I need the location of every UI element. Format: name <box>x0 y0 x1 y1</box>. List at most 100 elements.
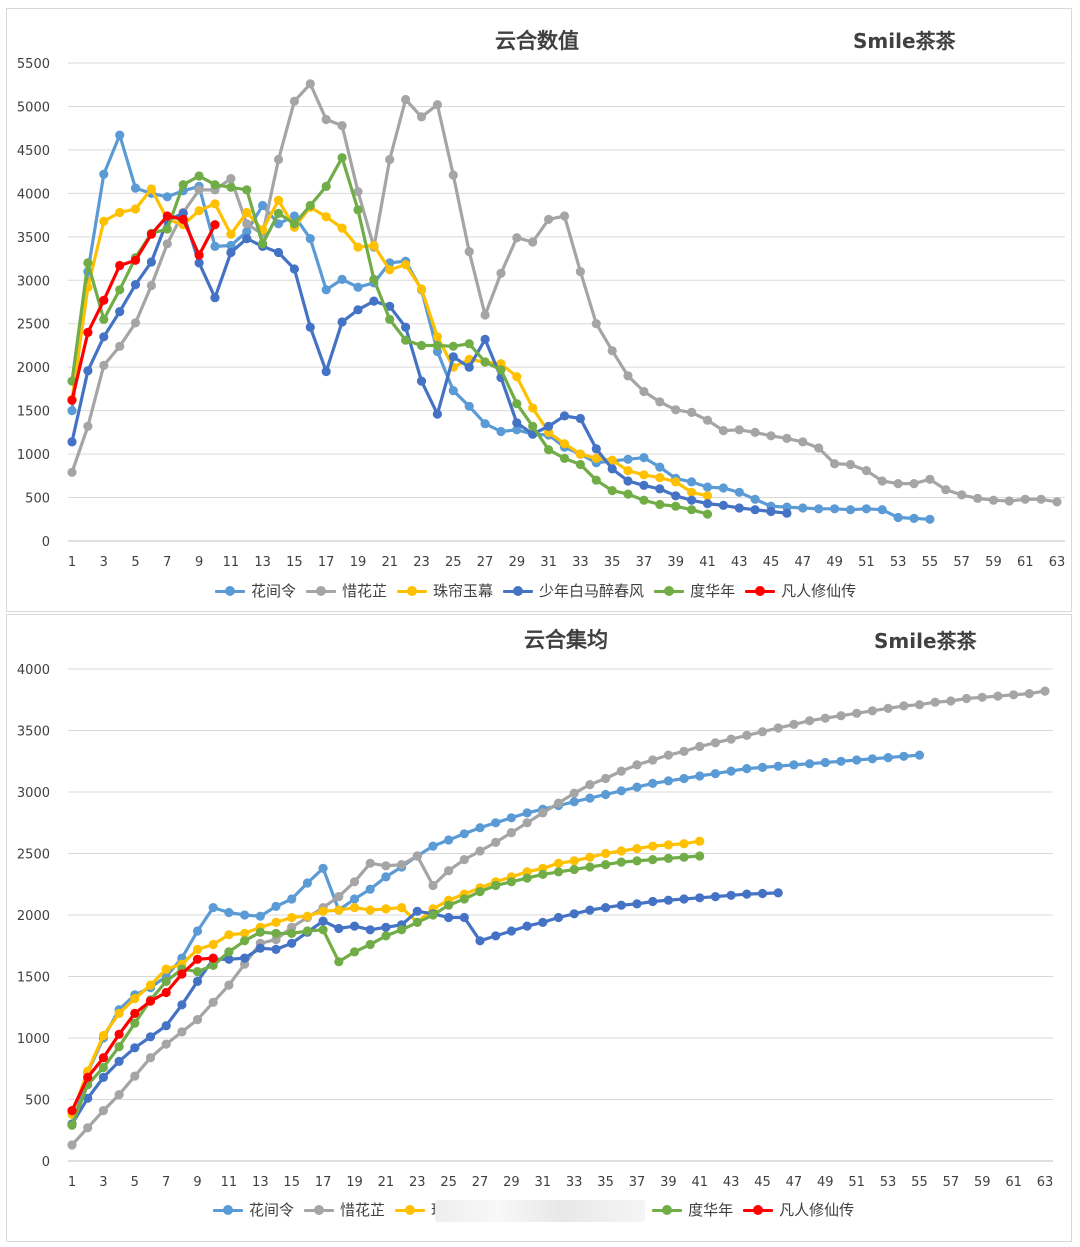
data-point <box>83 421 93 431</box>
data-point <box>845 505 856 515</box>
data-point <box>145 980 156 990</box>
x-tick-label: 31 <box>540 555 557 570</box>
data-point <box>432 100 442 110</box>
data-point <box>671 491 681 501</box>
data-point <box>522 808 532 818</box>
data-point <box>655 499 665 510</box>
data-point <box>877 476 887 486</box>
data-point <box>99 314 109 324</box>
data-point <box>750 494 760 504</box>
series-珠帘玉幕 <box>67 184 713 501</box>
series-line <box>70 187 710 498</box>
x-tick-label: 63 <box>1037 1175 1054 1190</box>
data-point <box>512 372 522 382</box>
data-point <box>321 181 331 191</box>
data-point <box>899 751 909 761</box>
data-point <box>695 893 705 903</box>
data-point <box>412 906 422 916</box>
legend-item: 凡人修仙传 <box>745 580 856 601</box>
legend-item: 惜花芷 <box>306 580 387 601</box>
data-point <box>145 1053 156 1063</box>
legend-swatch-icon <box>213 1203 243 1217</box>
data-point <box>750 505 760 515</box>
data-point <box>852 755 862 765</box>
data-point <box>718 483 729 493</box>
x-tick-label: 1 <box>68 555 76 570</box>
data-point <box>506 828 516 838</box>
data-point <box>742 889 752 899</box>
data-point <box>273 195 284 205</box>
data-point <box>271 928 281 938</box>
data-point <box>475 887 485 897</box>
x-tick-label: 35 <box>604 555 621 570</box>
data-point <box>750 427 760 437</box>
data-point <box>671 405 681 415</box>
data-point <box>416 112 427 122</box>
legend-label: 凡人修仙传 <box>781 582 857 600</box>
data-point <box>914 750 925 760</box>
data-point <box>663 750 674 760</box>
chart-author: Smile茶茶 <box>874 629 977 653</box>
data-point <box>146 280 156 291</box>
x-tick-label: 3 <box>99 1175 107 1190</box>
data-point <box>773 723 783 733</box>
x-tick-label: 19 <box>350 555 367 570</box>
data-point <box>1024 689 1034 699</box>
data-point <box>226 174 236 184</box>
legend-swatch-icon <box>652 1203 683 1217</box>
data-point <box>365 858 375 868</box>
data-point <box>616 786 626 796</box>
data-point <box>381 922 391 932</box>
data-point <box>381 931 391 941</box>
data-point <box>289 211 299 221</box>
data-point <box>480 357 490 367</box>
data-point <box>836 756 846 766</box>
data-point <box>318 925 328 935</box>
data-point <box>506 926 516 936</box>
series-少年白马醉春风 <box>67 208 792 518</box>
series-少年白马醉春风 <box>67 888 783 1129</box>
x-tick-label: 11 <box>221 1175 238 1190</box>
data-point <box>464 247 474 257</box>
data-point <box>616 900 626 910</box>
data-point <box>334 892 344 902</box>
x-tick-label: 49 <box>817 1175 834 1190</box>
data-point <box>512 418 522 428</box>
data-point <box>67 1140 77 1150</box>
data-point <box>798 503 808 513</box>
legend-swatch-icon <box>306 584 337 598</box>
data-point <box>569 788 579 798</box>
data-point <box>757 888 768 899</box>
data-point <box>99 360 109 370</box>
data-point <box>192 967 203 977</box>
legend-label: 度华年 <box>688 1201 734 1219</box>
data-point <box>318 906 328 916</box>
data-point <box>240 928 250 938</box>
data-point <box>512 425 522 435</box>
y-tick-label: 1500 <box>17 405 50 420</box>
data-point <box>289 219 299 229</box>
legend-item: 珠帘玉幕 <box>397 580 493 601</box>
x-tick-label: 41 <box>699 555 716 570</box>
data-point <box>240 910 250 920</box>
data-point <box>575 267 586 277</box>
legend-swatch-icon <box>745 584 776 598</box>
data-point <box>559 453 570 463</box>
x-tick-label: 51 <box>848 1175 865 1190</box>
chart-title: 云合集均 <box>524 628 608 652</box>
data-point <box>591 453 601 463</box>
data-point <box>538 869 548 879</box>
data-point <box>522 873 532 883</box>
y-tick-label: 1500 <box>17 971 50 986</box>
data-point <box>67 467 77 477</box>
x-tick-label: 61 <box>1017 555 1034 570</box>
data-point <box>914 700 925 710</box>
data-point <box>208 960 218 970</box>
data-point <box>475 823 485 833</box>
chart-legend: 花间令 惜花芷 珠帘玉幕 少年白马醉春风 度华年 凡人修仙传 <box>215 580 866 601</box>
data-point <box>601 860 611 870</box>
x-tick-label: 5 <box>131 1175 139 1190</box>
data-point <box>883 753 893 763</box>
data-point <box>757 727 768 737</box>
data-point <box>242 219 252 229</box>
